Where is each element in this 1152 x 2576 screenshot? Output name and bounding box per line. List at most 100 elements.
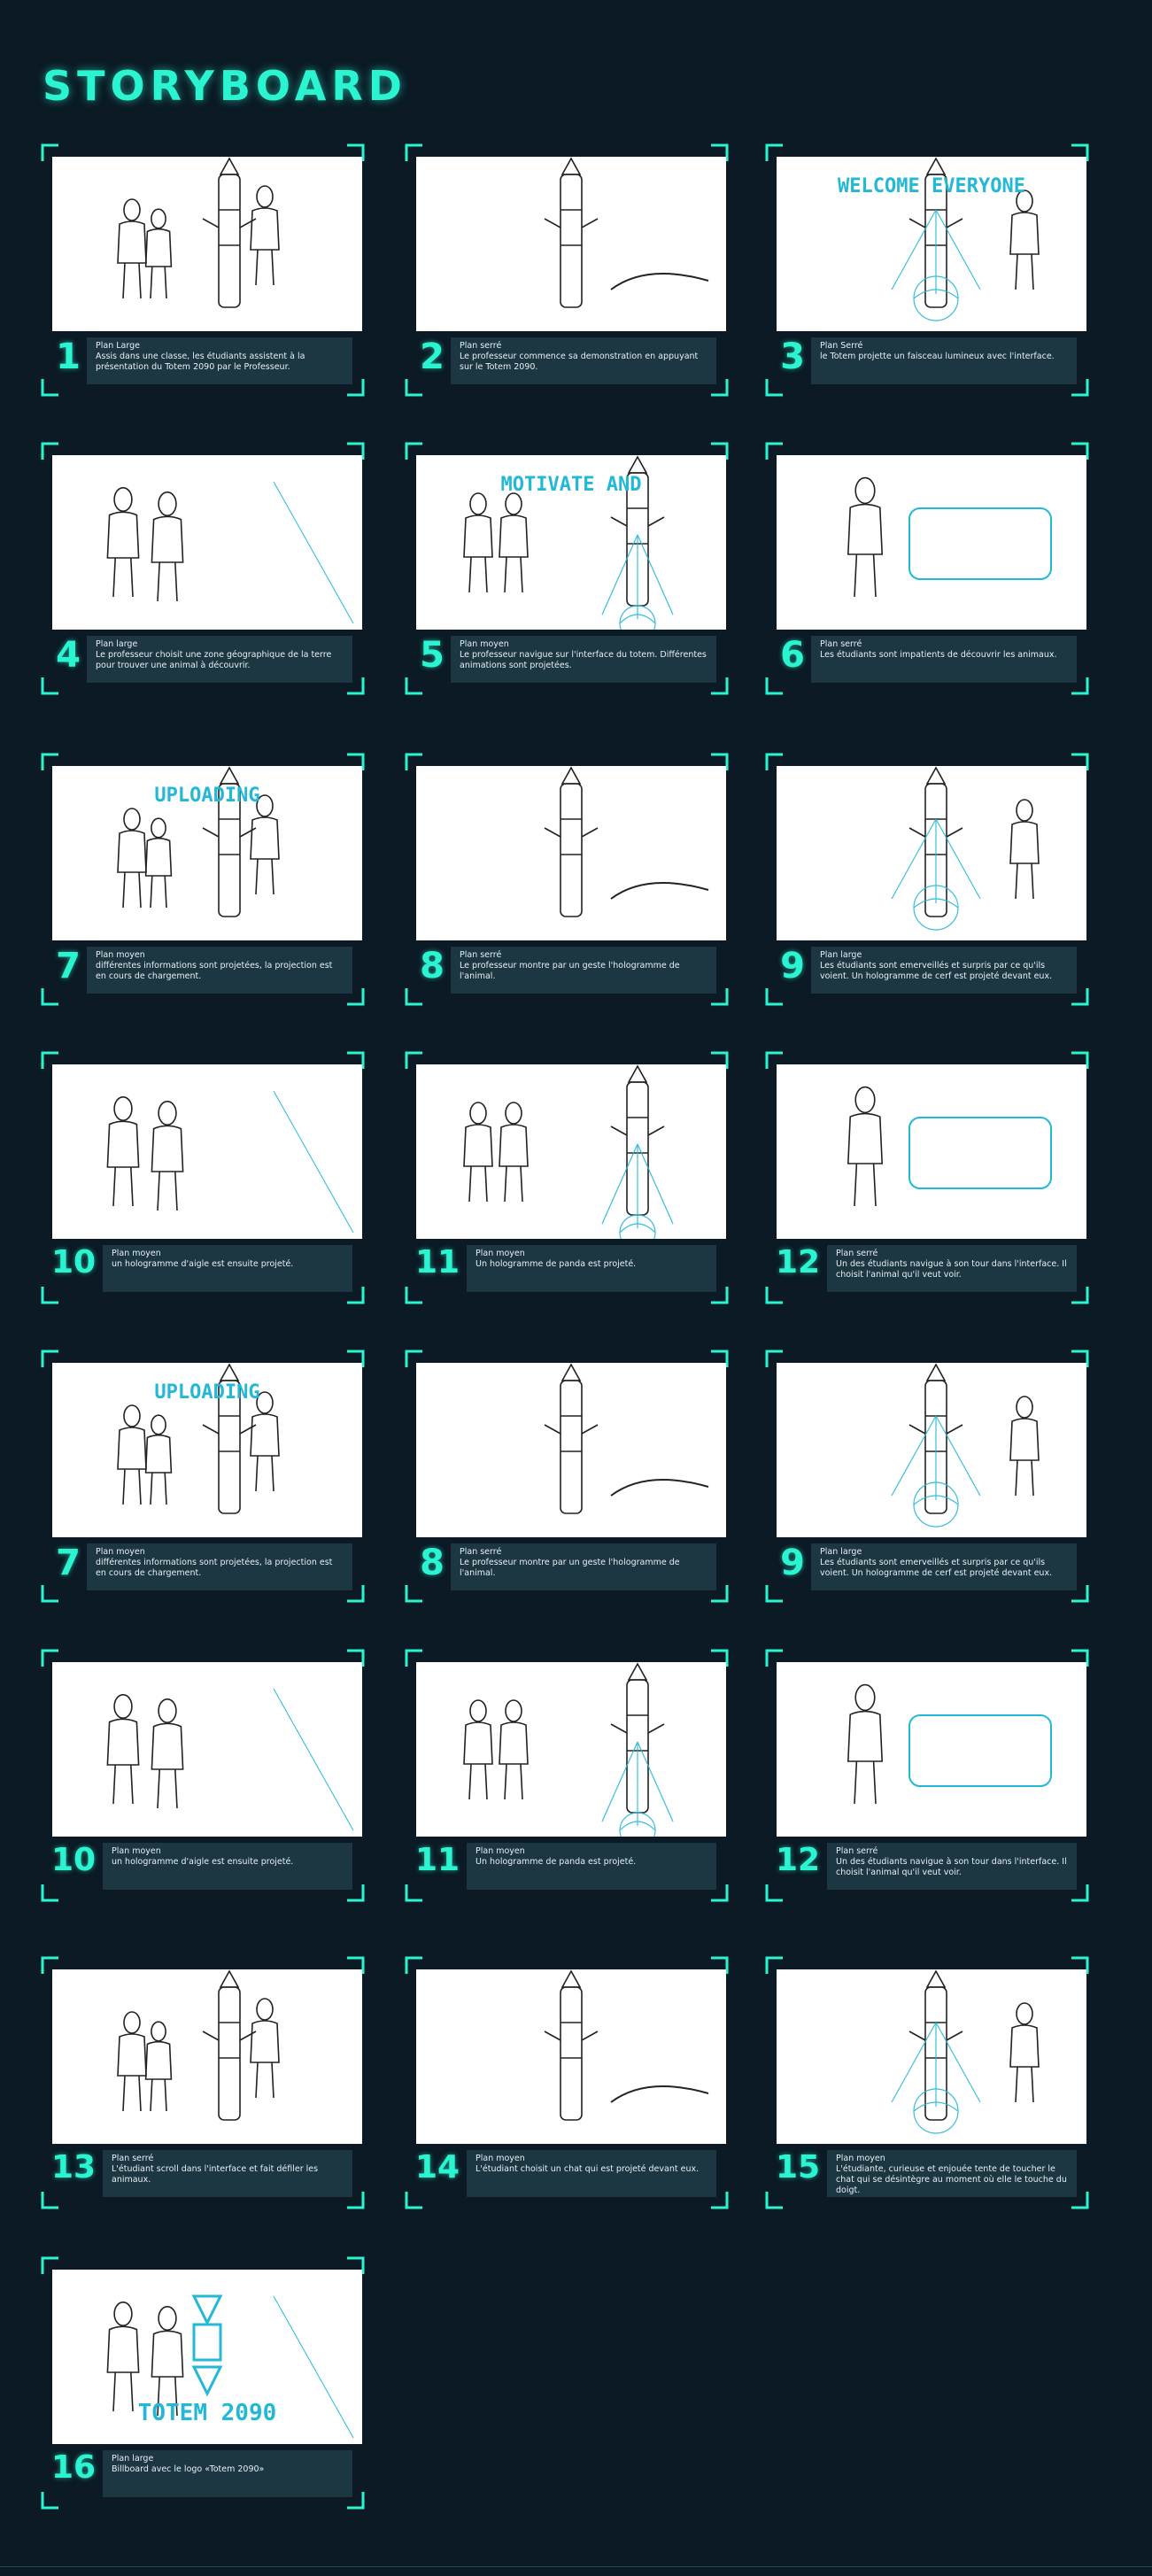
- panel-sketch: [52, 157, 362, 331]
- sketch-illustration: [106, 1688, 354, 1831]
- storyboard-panel: 12 Plan serré Un des étudiants navigue à s…: [763, 1647, 1091, 1904]
- panel-caption: Plan moyen un hologramme d'aigle est ensu…: [103, 1843, 352, 1890]
- panel-caption: Plan serré Un des étudiants navigue à son…: [827, 1245, 1077, 1292]
- shot-description: Un des étudiants navigue à son tour dans…: [836, 1259, 1067, 1280]
- panel-sketch: [416, 1662, 726, 1837]
- storyboard-panel: WELCOME EVERYONE 3 Plan Serré le Totem proj…: [763, 142, 1091, 398]
- panel-caption: Plan moyen Le professeur navigue sur l'in…: [451, 636, 716, 683]
- panel-caption: Plan serré Les étudiants sont impatients …: [811, 636, 1077, 683]
- shot-type: Plan moyen: [836, 2154, 885, 2163]
- shot-type: Plan moyen: [112, 1249, 161, 1258]
- shot-type: Plan serré: [820, 639, 862, 649]
- shot-description: Le professeur commence sa demonstration …: [460, 352, 699, 372]
- panel-sketch: UPLOADING: [52, 1363, 362, 1537]
- panel-caption: Plan moyen L'étudiante, curieuse et enjou…: [827, 2150, 1077, 2197]
- storyboard-panel: 11 Plan moyen Un hologramme de panda est p…: [403, 1049, 731, 1306]
- sketch-illustration: [106, 1090, 354, 1234]
- panel-number: 1: [56, 337, 81, 377]
- sketch-illustration: UPLOADING: [117, 1363, 280, 1514]
- panel-caption: Plan moyen Un hologramme de panda est pro…: [467, 1245, 716, 1292]
- storyboard-panel: 9 Plan large Les étudiants sont emerveillé…: [763, 751, 1091, 1008]
- storyboard-panel: TOTEM 2090 16 Plan large Billboard avec le …: [39, 2255, 367, 2511]
- shot-description: L'étudiant scroll dans l'interface et fa…: [112, 2164, 319, 2185]
- storyboard-panel: 15 Plan moyen L'étudiante, curieuse et enj…: [763, 1954, 1091, 2211]
- sketch-illustration: [117, 157, 280, 308]
- panel-sketch: UPLOADING: [52, 766, 362, 940]
- shot-description: L'étudiant choisit un chat qui est proje…: [475, 2164, 700, 2174]
- sketch-illustration: [847, 476, 1052, 598]
- sketch-art-text: UPLOADING: [154, 785, 259, 807]
- panel-caption: Plan serré Le professeur commence sa demo…: [451, 337, 716, 384]
- panel-number: 9: [780, 1543, 805, 1583]
- panel-number: 13: [50, 2149, 97, 2185]
- storyboard-panel: 6 Plan serré Les étudiants sont impatients…: [763, 440, 1091, 697]
- panel-number: 12: [775, 1244, 821, 1280]
- sketch-illustration: UPLOADING: [117, 766, 280, 917]
- sketch-illustration: [891, 1363, 1040, 1528]
- sketch-illustration: [117, 1969, 280, 2121]
- panel-sketch: [52, 455, 362, 630]
- panel-sketch: [777, 1662, 1086, 1837]
- panel-number: 11: [414, 1244, 460, 1280]
- shot-description: différentes informations sont projetées,…: [96, 961, 333, 981]
- panel-number: 7: [56, 946, 81, 986]
- storyboard-panel: 11 Plan moyen Un hologramme de panda est p…: [403, 1647, 731, 1904]
- sketch-illustration: [544, 1969, 709, 2121]
- sketch-illustration: [544, 157, 709, 308]
- panel-caption: Plan serré Le professeur montre par un ge…: [451, 947, 716, 994]
- panel-number: 3: [780, 337, 805, 377]
- sketch-illustration: [544, 1363, 709, 1514]
- panel-sketch: [777, 1969, 1086, 2144]
- sketch-art-text: TOTEM 2090: [138, 2400, 277, 2426]
- panel-sketch: [777, 455, 1086, 630]
- sketch-art-text: UPLOADING: [154, 1381, 259, 1404]
- shot-description: Un hologramme de panda est projeté.: [475, 1857, 637, 1867]
- shot-description: un hologramme d'aigle est ensuite projet…: [112, 1857, 294, 1867]
- shot-type: Plan serré: [836, 1249, 878, 1258]
- sketch-illustration: [847, 1683, 1052, 1805]
- panel-sketch: [416, 157, 726, 331]
- panel-sketch: WELCOME EVERYONE: [777, 157, 1086, 331]
- sketch-art-text: MOTIVATE AND: [501, 474, 642, 496]
- panel-caption: Plan moyen Un hologramme de panda est pro…: [467, 1843, 716, 1890]
- panel-sketch: [777, 1064, 1086, 1239]
- storyboard-panel: 2 Plan serré Le professeur commence sa dem…: [403, 142, 731, 398]
- sketch-art-text: WELCOME EVERYONE: [838, 175, 1025, 197]
- shot-type: Plan moyen: [112, 1846, 161, 1856]
- panel-caption: Plan large Billboard avec le logo «Totem …: [103, 2450, 352, 2497]
- panel-sketch: [52, 1662, 362, 1837]
- panel-number: 8: [420, 946, 445, 986]
- shot-type: Plan large: [96, 639, 138, 649]
- panel-caption: Plan moyen L'étudiant choisit un chat qui…: [467, 2150, 716, 2197]
- shot-description: Le professeur navigue sur l'interface du…: [460, 650, 707, 670]
- panel-caption: Plan serré Un des étudiants navigue à son…: [827, 1843, 1077, 1890]
- shot-type: Plan large: [820, 950, 862, 960]
- shot-type: Plan serré: [112, 2154, 154, 2163]
- shot-description: Les étudiants sont emerveillés et surpri…: [820, 1558, 1053, 1578]
- storyboard-panel: UPLOADING 7 Plan moyen différentes informat…: [39, 751, 367, 1008]
- shot-description: Le professeur choisit une zone géographi…: [96, 650, 332, 670]
- sketch-illustration: MOTIVATE AND: [463, 455, 674, 630]
- panel-number: 5: [420, 635, 445, 676]
- storyboard-panel: 13 Plan serré L'étudiant scroll dans l'int…: [39, 1954, 367, 2211]
- shot-type: Plan moyen: [475, 2154, 525, 2163]
- storyboard-panel: 4 Plan large Le professeur choisit une zon…: [39, 440, 367, 697]
- panel-number: 10: [50, 1244, 97, 1280]
- panel-number: 14: [414, 2149, 460, 2185]
- sketch-illustration: [106, 481, 354, 624]
- panel-number: 16: [50, 2449, 97, 2486]
- storyboard-panel: 9 Plan large Les étudiants sont emerveillé…: [763, 1348, 1091, 1605]
- panel-number: 11: [414, 1842, 460, 1878]
- storyboard-panel: 14 Plan moyen L'étudiant choisit un chat q…: [403, 1954, 731, 2211]
- shot-type: Plan moyen: [475, 1846, 525, 1856]
- shot-description: différentes informations sont projetées,…: [96, 1558, 333, 1578]
- shot-description: Le professeur montre par un geste l'holo…: [460, 961, 680, 981]
- shot-description: Le professeur montre par un geste l'holo…: [460, 1558, 680, 1578]
- panel-number: 7: [56, 1543, 81, 1583]
- shot-description: Assis dans une classe, les étudiants ass…: [96, 352, 305, 372]
- sketch-illustration: [847, 1086, 1052, 1207]
- storyboard-panel: 8 Plan serré Le professeur montre par un g…: [403, 1348, 731, 1605]
- storyboard-panel: 12 Plan serré Un des étudiants navigue à s…: [763, 1049, 1091, 1306]
- panel-sketch: TOTEM 2090: [52, 2270, 362, 2444]
- shot-type: Plan serré: [460, 950, 502, 960]
